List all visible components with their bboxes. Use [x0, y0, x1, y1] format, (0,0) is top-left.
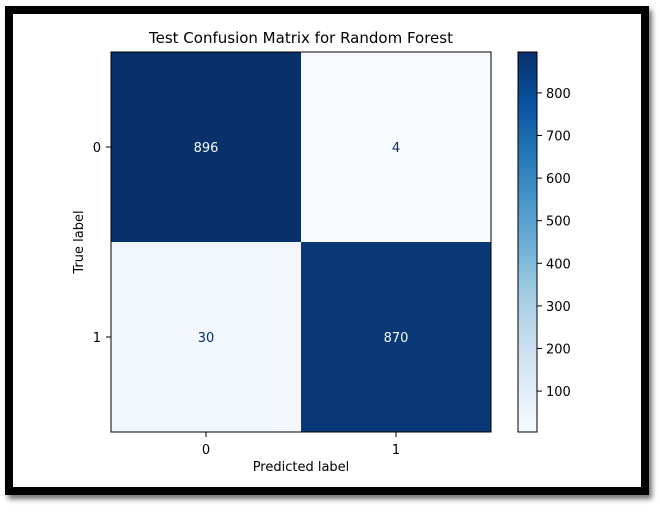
colorbar-tick-label: 400	[546, 257, 571, 272]
colorbar-tick-label: 800	[546, 87, 571, 102]
x-tick-label: 1	[392, 443, 400, 458]
colorbar-tick-label: 300	[546, 300, 571, 315]
x-axis-label: Predicted label	[253, 460, 350, 475]
colorbar	[517, 51, 538, 433]
cell-value-1-0: 30	[198, 331, 215, 346]
plot-border	[110, 51, 492, 433]
chart-title: Test Confusion Matrix for Random Forest	[148, 29, 453, 47]
colorbar-tick-label: 500	[546, 215, 571, 230]
colorbar-tick-label: 600	[546, 172, 571, 187]
matrix-cell-1-0	[111, 242, 301, 432]
x-tick-label: 0	[202, 443, 210, 458]
cell-value-0-0: 896	[194, 141, 219, 156]
colorbar-tick-label: 200	[546, 343, 571, 358]
colorbar-tick-label: 700	[546, 129, 571, 144]
matrix-cell-0-1	[301, 52, 491, 242]
cell-value-0-1: 4	[392, 141, 400, 156]
y-axis-ticks: 01	[93, 141, 111, 346]
y-tick-label: 0	[93, 141, 101, 156]
colorbar-ticks: 100 200 300 400 500 600 700 800	[537, 87, 571, 400]
matrix-cell-0-0	[111, 52, 301, 242]
y-axis-label: True label	[72, 210, 87, 274]
cell-value-1-1: 870	[384, 331, 409, 346]
colorbar-tick-label: 100	[546, 385, 571, 400]
y-tick-label: 1	[93, 331, 101, 346]
matrix-cell-1-1	[301, 242, 491, 432]
matrix-cells: 896 4 30 870	[111, 52, 491, 432]
